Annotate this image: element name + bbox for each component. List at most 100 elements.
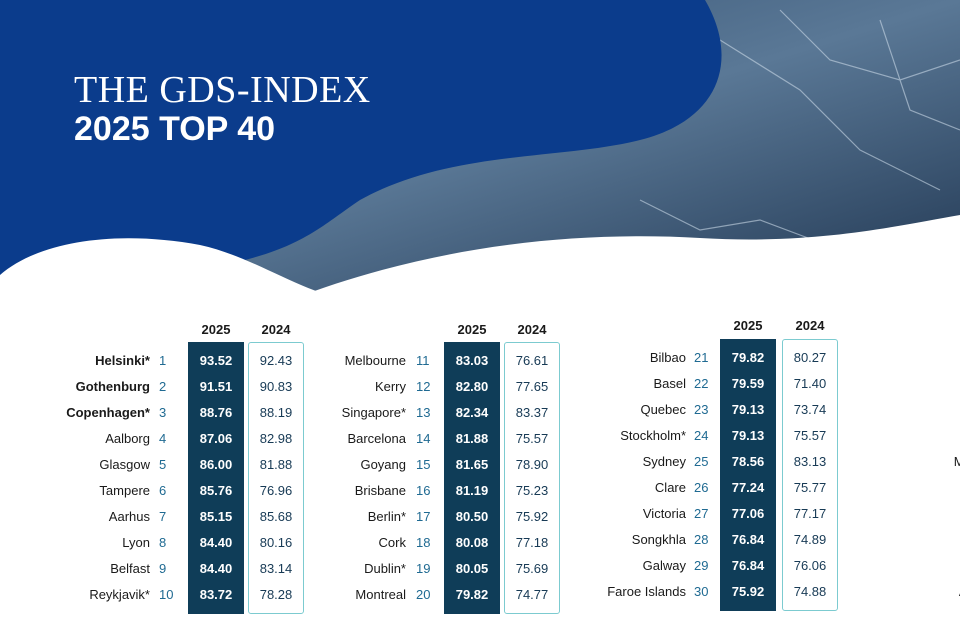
rank: 8	[159, 535, 167, 550]
score-2025: 80.08	[455, 535, 489, 550]
score-2025: 80.05	[455, 561, 489, 576]
score-2025: 83.03	[455, 353, 489, 368]
city-name: Galway	[642, 558, 686, 573]
score-2024: 78.28	[259, 587, 293, 602]
score-2025: 81.65	[455, 457, 489, 472]
city-name: Montreal	[355, 587, 406, 602]
score-2024: 75.69	[515, 561, 549, 576]
city-name: Dublin*	[364, 561, 406, 576]
header-graphic	[0, 0, 960, 300]
column-header: 2025	[201, 322, 231, 337]
city-name: Barcelona	[347, 431, 406, 446]
score-2025: 76.84	[731, 532, 765, 547]
score-2025: 86.00	[199, 457, 233, 472]
city-name: Kerry	[374, 379, 406, 394]
score-2025: 77.24	[731, 480, 765, 495]
city-name: Cork	[378, 535, 406, 550]
city-name: Belfast	[110, 561, 150, 576]
rank: 4	[159, 431, 167, 446]
city-name: Glasgow	[99, 457, 150, 472]
rank: 27	[694, 506, 709, 521]
rank: 10	[159, 587, 174, 602]
rank: 26	[694, 480, 709, 495]
score-2024: 71.40	[793, 376, 827, 391]
rank: 24	[694, 428, 709, 443]
score-2025: 77.06	[731, 506, 765, 521]
score-2024-box	[782, 339, 838, 611]
score-2025: 80.50	[455, 509, 489, 524]
rank: 23	[694, 402, 709, 417]
title: THE GDS-INDEX	[74, 69, 371, 111]
rank: 28	[694, 532, 709, 547]
city-name: Manche	[953, 454, 960, 469]
score-2024: 74.88	[793, 584, 827, 599]
score-2024: 81.88	[259, 457, 293, 472]
city-name: Brisbane	[354, 483, 406, 498]
score-2025: 82.34	[455, 405, 489, 420]
score-2025: 85.15	[199, 509, 233, 524]
score-2025-box	[720, 339, 776, 611]
column-header: 2024	[795, 318, 825, 333]
score-2025: 85.76	[199, 483, 233, 498]
score-2025: 93.52	[199, 353, 233, 368]
score-2024: 74.77	[515, 587, 549, 602]
score-2024: 90.83	[259, 379, 293, 394]
city-name: Sydney	[642, 454, 686, 469]
rank: 30	[694, 584, 709, 599]
score-2024: 75.92	[515, 509, 549, 524]
rank: 14	[416, 431, 431, 446]
score-2025: 79.13	[731, 428, 765, 443]
city-name: Aarhus	[108, 509, 150, 524]
city-name: Copenhagen*	[66, 405, 150, 420]
city-name: Stockholm*	[620, 428, 686, 443]
score-2025: 75.92	[731, 584, 765, 599]
city-name: Lyon	[122, 535, 150, 550]
rank: 29	[694, 558, 709, 573]
city-name: Basel	[653, 376, 686, 391]
score-2025: 76.84	[731, 558, 765, 573]
city-name: Amster	[959, 579, 960, 605]
city-name: Clare	[654, 480, 686, 495]
rank: 1	[159, 353, 167, 368]
city-name: Helsinki*	[95, 353, 150, 368]
score-2025: 88.76	[199, 405, 233, 420]
score-2025: 87.06	[199, 431, 233, 446]
score-2024: 74.89	[793, 532, 827, 547]
city-name: Quebec	[640, 402, 686, 417]
city-name: Gothenburg	[75, 379, 150, 394]
score-2025: 82.80	[455, 379, 489, 394]
score-2025: 79.82	[455, 587, 489, 602]
rank: 3	[159, 405, 167, 420]
rank: 25	[694, 454, 709, 469]
score-2024: 82.98	[259, 431, 293, 446]
score-2024: 83.14	[259, 561, 293, 576]
score-2024: 77.65	[515, 379, 549, 394]
column-header: 2024	[517, 322, 547, 337]
score-2024: 77.18	[515, 535, 549, 550]
column-header: 2024	[261, 322, 291, 337]
rank: 6	[159, 483, 167, 498]
score-2024: 85.68	[259, 509, 293, 524]
column-header: 2025	[733, 318, 763, 333]
city-name: Reykjavik*	[89, 587, 150, 602]
city-name: Songkhla	[631, 532, 686, 547]
rank: 19	[416, 561, 431, 576]
score-2025: 84.40	[199, 535, 233, 550]
city-name: Bilbao	[649, 350, 686, 365]
score-2024: 73.74	[793, 402, 827, 417]
rank: 20	[416, 587, 431, 602]
score-2024-box	[504, 342, 560, 614]
score-2025: 81.19	[455, 483, 489, 498]
rank: 18	[416, 535, 431, 550]
rank: 2	[159, 379, 167, 394]
score-2024: 83.13	[793, 454, 827, 469]
rank: 5	[159, 457, 167, 472]
score-2024: 75.77	[793, 480, 827, 495]
score-2024: 77.17	[793, 506, 827, 521]
score-2025: 81.88	[455, 431, 489, 446]
column-header: 2025	[457, 322, 487, 337]
score-2025: 79.82	[731, 350, 765, 365]
city-name: Tampere	[99, 483, 150, 498]
rank: 22	[694, 376, 709, 391]
